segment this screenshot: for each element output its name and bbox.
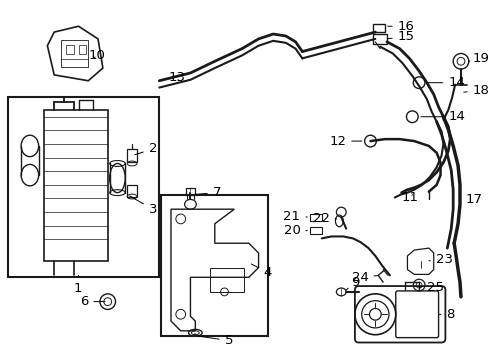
Text: 5: 5 (198, 334, 233, 347)
Bar (127, 185, 137, 197)
Text: 9: 9 (346, 276, 359, 290)
Text: 23: 23 (429, 253, 453, 266)
Text: 22: 22 (313, 212, 337, 225)
Text: 13: 13 (168, 71, 185, 84)
Bar (161, 195, 269, 336)
Text: 11: 11 (402, 191, 418, 204)
Bar (310, 227, 322, 234)
Text: 10: 10 (89, 49, 106, 62)
Bar (373, 24, 385, 32)
Text: 21: 21 (283, 211, 307, 224)
Text: 12: 12 (329, 135, 362, 148)
Text: 8: 8 (440, 308, 455, 321)
Text: 2: 2 (135, 142, 157, 156)
Bar (210, 267, 244, 292)
Text: 6: 6 (80, 295, 105, 308)
Bar (8, 97, 159, 277)
Bar (310, 214, 322, 221)
Text: 18: 18 (464, 84, 490, 97)
Bar (186, 188, 196, 195)
Text: 14: 14 (421, 110, 465, 123)
Text: 24: 24 (352, 271, 377, 284)
Text: 4: 4 (251, 264, 272, 279)
Text: 25: 25 (419, 280, 444, 293)
Text: 14: 14 (428, 76, 465, 89)
Bar (66, 45, 74, 54)
Bar (127, 149, 137, 162)
Text: 3: 3 (130, 196, 157, 216)
Text: 20: 20 (284, 224, 307, 237)
Text: 15: 15 (388, 31, 415, 44)
Text: 16: 16 (388, 20, 415, 33)
Text: 1: 1 (74, 275, 82, 296)
Text: 7: 7 (195, 186, 221, 199)
Bar (61, 40, 88, 67)
Text: 19: 19 (469, 52, 490, 65)
Bar (45, 110, 108, 261)
Bar (373, 34, 387, 44)
Text: 17: 17 (461, 193, 483, 208)
Bar (78, 45, 86, 54)
